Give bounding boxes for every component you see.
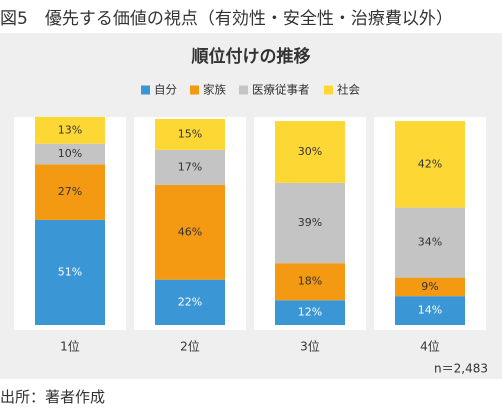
x-tick-label: 3位 (300, 339, 320, 354)
source-note: 出所：著者作成 (0, 388, 106, 406)
data-label: 13% (58, 123, 82, 136)
bar-segment-家族 (395, 277, 465, 297)
x-tick-label: 1位 (60, 339, 80, 354)
data-label: 10% (58, 147, 82, 160)
data-label: 46% (178, 225, 202, 238)
chart-panel: 順位付けの推移自分 家族 医療従事者 社会 51% 27% 10% 13% 1位 22% 46% 17… (0, 33, 502, 379)
legend-label: 自分 (154, 83, 177, 97)
legend-label: 家族 (203, 83, 226, 97)
bar-segment-自分 (155, 279, 225, 325)
bar-segment-自分 (35, 219, 105, 325)
legend-swatch (141, 85, 150, 95)
legend-label: 医療従事者 (252, 83, 310, 97)
bar-segment-家族 (275, 263, 345, 301)
legend-swatch (190, 85, 199, 95)
data-label: 42% (418, 157, 442, 170)
bar-segment-家族 (35, 164, 105, 220)
data-label: 17% (178, 160, 202, 173)
legend-swatch (324, 85, 333, 95)
data-label: 12% (298, 306, 322, 319)
legend-swatch (239, 85, 248, 95)
bar-segment-医療従事者 (35, 143, 105, 165)
data-label: 18% (298, 275, 322, 288)
bar-segment-家族 (155, 184, 225, 280)
bar-segment-自分 (275, 300, 345, 325)
bar-segment-医療従事者 (155, 149, 225, 185)
data-label: 30% (298, 145, 322, 158)
x-tick-label: 4位 (420, 339, 440, 354)
x-tick-label: 2位 (180, 339, 200, 354)
chart-title: 順位付けの推移 (192, 46, 311, 67)
bar-segment-社会 (275, 121, 345, 183)
data-label: 15% (178, 127, 202, 140)
data-label: 9% (421, 280, 438, 293)
data-label: 22% (178, 295, 202, 308)
bar-segment-自分 (395, 296, 465, 325)
legend-label: 社会 (337, 83, 360, 97)
data-label: 34% (418, 236, 442, 249)
bar-segment-社会 (395, 121, 465, 208)
data-label: 27% (58, 185, 82, 198)
bar-segment-医療従事者 (395, 207, 465, 278)
data-label: 39% (298, 216, 322, 229)
data-label: 51% (58, 265, 82, 278)
bar-segment-社会 (155, 119, 225, 150)
data-label: 14% (418, 304, 442, 317)
figure-title: 図5 優先する価値の視点（有効性・安全性・治療費以外） (0, 9, 453, 29)
sample-size-note: n＝2,483 (434, 362, 488, 376)
bar-segment-社会 (35, 116, 105, 144)
bar-segment-医療従事者 (275, 182, 345, 264)
